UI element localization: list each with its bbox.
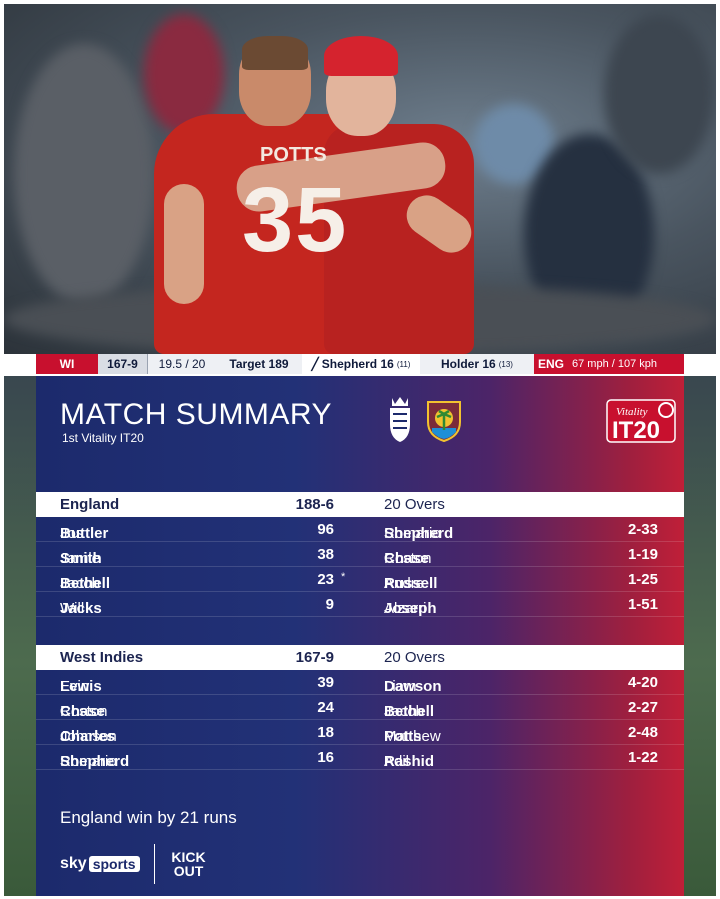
innings-team: England — [60, 496, 120, 513]
innings-score: 188-6 — [295, 496, 334, 513]
match-result: England win by 21 runs — [60, 808, 237, 827]
bowler-figures: 2-48 — [627, 724, 658, 741]
non-striker-balls: (13) — [498, 359, 513, 369]
footer-divider — [153, 844, 155, 884]
not-out-marker: * — [341, 571, 346, 583]
non-striker-runs: 16 — [482, 357, 496, 371]
striker-balls: (11) — [396, 359, 411, 369]
batter-runs: 39 — [317, 674, 334, 691]
bowler-figures: 1-22 — [627, 749, 658, 766]
summary-header: MATCH SUMMARY 1st Vitality IT20 Vitality… — [36, 376, 684, 491]
scorebar-bowling: ENG 67 mph / 107 kph — [534, 354, 684, 374]
match-photo: POTTS 35 — [4, 4, 716, 354]
table-row: Jamie Smith 38 Roston Chase 1-19 — [36, 542, 684, 567]
scorebar-bowling-team: ENG — [538, 357, 565, 371]
table-row: Will Jacks 9 Alzarri Joseph 1-51 — [36, 592, 684, 617]
batter-runs: 96 — [317, 521, 334, 538]
table-row: Romario Shepherd 16 Adil Rashid 1-22 — [36, 745, 684, 770]
svg-text:IT20: IT20 — [612, 417, 660, 444]
batter-runs: 23 — [317, 571, 334, 588]
scorebar-overs: 19.5 / 20 — [148, 354, 216, 374]
batter-runs: 16 — [317, 749, 334, 766]
non-striker-name: Holder — [441, 357, 480, 371]
innings-overs: 20 Overs — [384, 649, 445, 666]
scorebar-ball-speed: 67 mph / 107 kph — [572, 358, 658, 370]
bat-icon: ╱ — [311, 357, 319, 371]
bowler-figures: 1-19 — [627, 546, 658, 563]
innings-header-west-indies: West Indies 167-9 20 Overs — [36, 645, 684, 670]
england-crest-icon — [390, 397, 410, 442]
cap — [324, 36, 398, 76]
west-indies-crest-icon — [427, 401, 461, 442]
table-row: Evin Lewis 39 Liam Dawson 4-20 — [36, 670, 684, 695]
bowler-figures: 1-25 — [627, 571, 658, 588]
bowler-figures: 4-20 — [627, 674, 658, 691]
svg-text:Vitality: Vitality — [616, 406, 648, 418]
batter-runs: 9 — [325, 596, 334, 613]
striker-runs: 16 — [380, 357, 394, 371]
jersey-name: POTTS — [260, 144, 327, 166]
innings-overs: 20 Overs — [384, 496, 445, 513]
scorebar-batting-team: WI — [36, 354, 98, 374]
table-row: Roston Chase 24 Jacob Bethell 2-27 — [36, 695, 684, 720]
striker-name: Shepherd — [321, 357, 378, 371]
sky-sports-logo: sky sports — [60, 855, 140, 873]
summary-footer: sky sports KICK OUT — [60, 842, 209, 886]
table-row: Jacob Bethell 23 * Andre Russell 1-25 — [36, 567, 684, 592]
innings-score: 167-9 — [295, 649, 334, 666]
jersey-number: 35 — [242, 169, 349, 271]
table-row: Jos Buttler 96 Romario Shepherd 2-33 — [36, 517, 684, 542]
vitality-it20-logo: Vitality IT20 — [606, 398, 676, 444]
batter-runs: 24 — [317, 699, 334, 716]
scorebar-striker: ╱ Shepherd 16 (11) — [302, 354, 420, 374]
batter-runs: 18 — [317, 724, 334, 741]
innings-team: West Indies — [60, 649, 144, 666]
bowler-figures: 2-33 — [627, 521, 658, 538]
summary-title: MATCH SUMMARY — [60, 398, 333, 431]
table-row: Johnson Charles 18 Matthew Potts 2-48 — [36, 720, 684, 745]
match-summary-panel: MATCH SUMMARY 1st Vitality IT20 Vitality… — [36, 376, 684, 896]
scorebar-non-striker: Holder 16 (13) — [420, 354, 534, 374]
scorebar-score: 167-9 — [98, 354, 148, 374]
scorebar-target: Target 189 — [216, 354, 302, 374]
bowler-figures: 1-51 — [627, 596, 658, 613]
summary-subtitle: 1st Vitality IT20 — [62, 431, 144, 445]
live-scorebar: WI 167-9 19.5 / 20 Target 189 ╱ Shepherd… — [36, 354, 684, 374]
batter-runs: 38 — [317, 546, 334, 563]
kick-out-logo: KICK OUT — [171, 849, 206, 879]
bowler-figures: 2-27 — [627, 699, 658, 716]
innings-header-england: England 188-6 20 Overs — [36, 492, 684, 517]
